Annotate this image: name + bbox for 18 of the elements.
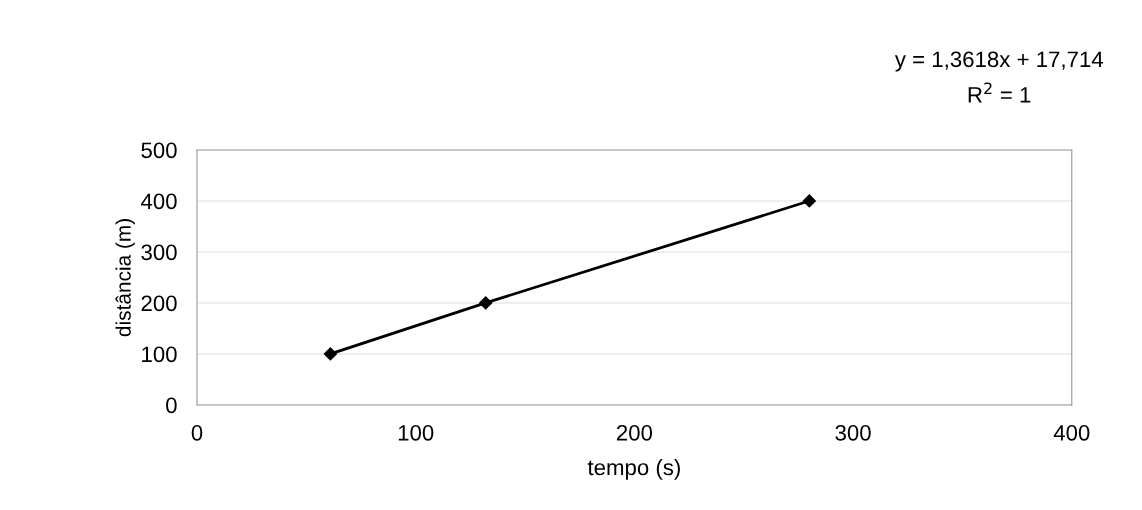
point — [479, 296, 493, 310]
y-axis-title: distância (m) — [115, 219, 135, 337]
y-tick-label: 0 — [166, 397, 177, 414]
y-tick-label: 100 — [142, 346, 177, 363]
y-tick-label: 400 — [140, 193, 177, 210]
y-tick-label: 500 — [141, 142, 177, 159]
point — [802, 194, 816, 208]
y-tick-label: 200 — [141, 295, 177, 312]
y-tick-label: 300 — [141, 244, 177, 261]
x-axis-title: tempo (s) — [587, 458, 680, 480]
x-tick-label: 300 — [835, 424, 871, 441]
text: R$^{2}$ = 1 — [968, 82, 1031, 103]
x-tick-label: 400 — [1053, 424, 1090, 441]
x-tick-label: 100 — [398, 424, 434, 441]
x-tick-label: 0 — [191, 424, 203, 441]
x-tick-label: 200 — [616, 424, 653, 441]
text: y = 1,3618x + 17,714 — [894, 51, 1104, 72]
point — [323, 347, 337, 361]
